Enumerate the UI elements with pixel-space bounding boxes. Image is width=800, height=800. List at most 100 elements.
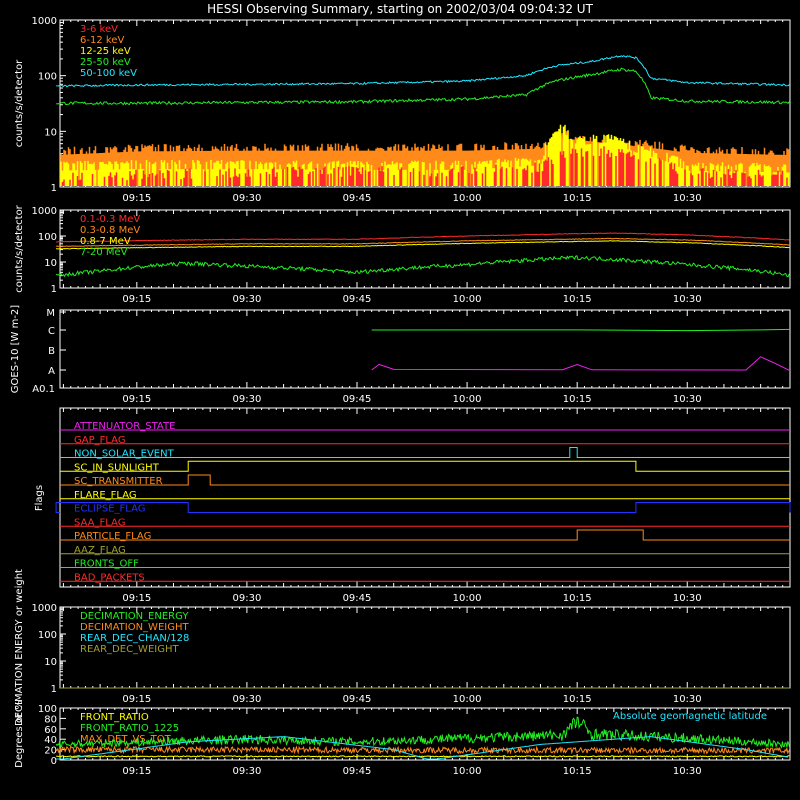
y-tick-label: 1000 — [32, 16, 57, 27]
legend-entry: 3-6 keV — [80, 24, 118, 35]
x-tick-label: 10:30 — [673, 294, 702, 305]
series-50-100kev — [56, 55, 790, 88]
x-tick-label: 09:45 — [343, 694, 372, 705]
series-3-6kev — [61, 146, 788, 186]
x-tick-label: 10:15 — [563, 294, 592, 305]
x-tick-label: 10:15 — [563, 766, 592, 777]
panel-lightcurves_high: 09:15 09:30 09:45 10:00 10:15 10:30 1 10 100 1000… — [14, 204, 791, 305]
panel-flags: 09:15 09:30 09:45 10:00 10:15 10:30 Flags ATTEN… — [34, 407, 791, 604]
flag-label: FRONTS_OFF — [74, 559, 139, 570]
series-0-3-0-8-mev — [56, 237, 790, 247]
flag-label: NON_SOLAR_EVENT — [74, 449, 175, 460]
y-tick-label: 10 — [44, 657, 57, 668]
legend-entry: 6-12 keV — [80, 35, 124, 46]
panel-frame — [59, 707, 791, 761]
x-tick-label: 09:30 — [232, 294, 261, 305]
x-tick-label: 10:30 — [673, 593, 702, 604]
flag-label: SC_IN_SUNLIGHT — [74, 462, 160, 473]
flag-label: ECLIPSE_FLAG — [74, 504, 145, 515]
legend-entry: 7-20 MeV — [80, 247, 128, 258]
x-tick-label: 09:45 — [343, 294, 372, 305]
x-tick-label: 10:30 — [673, 694, 702, 705]
panel-frame — [59, 209, 791, 289]
y-tick-label: 40 — [44, 735, 57, 746]
flag-label: GAP_FLAG — [74, 435, 126, 446]
x-tick-label: 09:15 — [122, 694, 151, 705]
x-tick-label: 09:15 — [122, 394, 151, 405]
legend-entry: 12-25 keV — [80, 46, 131, 57]
legend-entry: REAR_DEC_CHAN/128 — [80, 633, 189, 644]
panel-frame — [59, 407, 791, 588]
legend-entry: 0.1-0.3 MeV — [80, 214, 140, 225]
y-tick-label: 20 — [44, 746, 57, 757]
y-tick-label: 10 — [44, 258, 57, 269]
x-tick-label: 09:30 — [232, 766, 261, 777]
legend-entry: 0.8-7 MeV — [80, 236, 131, 247]
x-tick-label: 10:30 — [673, 394, 702, 405]
y-tick-label: 10 — [44, 127, 57, 138]
flag-label: BAD_PACKETS — [74, 572, 145, 583]
series-goes-long — [371, 328, 791, 332]
x-tick-label: 10:30 — [673, 193, 702, 204]
x-tick-label: 10:00 — [453, 394, 482, 405]
x-tick-label: 10:15 — [563, 593, 592, 604]
flag-trace — [60, 474, 790, 486]
x-tick-label: 09:45 — [343, 394, 372, 405]
y-axis-label: counts/s/detector — [14, 204, 25, 292]
flag-label: SAA_FLAG — [74, 517, 125, 528]
y-tick-label: 100 — [38, 630, 57, 641]
y-tick-label: M — [46, 308, 55, 319]
flag-label: SC_TRANSMITTER — [74, 476, 163, 487]
y-tick-label: A — [48, 366, 55, 377]
series-geomagnetic-latitude — [56, 736, 789, 760]
flag-trace — [60, 447, 790, 458]
legend-entry: 50-100 keV — [80, 68, 137, 79]
legend-entry: 0.3-0.8 MeV — [80, 225, 140, 236]
flag-trace — [60, 460, 790, 472]
x-tick-label: 09:15 — [122, 766, 151, 777]
legend-entry: FRONT_RATIO — [80, 712, 149, 723]
y-tick-label: A0.1 — [32, 384, 55, 395]
legend-entry: REAR_DEC_WEIGHT — [80, 644, 179, 655]
y-tick-label: 60 — [44, 725, 57, 736]
x-tick-label: 09:45 — [343, 593, 372, 604]
legend-entry: MAX_DET_VS_TOT — [80, 734, 172, 745]
x-tick-label: 09:45 — [343, 193, 372, 204]
x-tick-label: 10:15 — [563, 694, 592, 705]
legend-entry: DECIMATION_ENERGY — [80, 611, 189, 622]
x-tick-label: 09:15 — [122, 193, 151, 204]
panel-frame — [59, 309, 791, 389]
y-axis-label: DECIMATION ENERGY or weight — [14, 569, 25, 726]
y-tick-label: 1000 — [32, 603, 57, 614]
x-tick-label: 09:30 — [232, 394, 261, 405]
x-tick-label: 09:30 — [232, 694, 261, 705]
flag-trace — [60, 529, 790, 541]
x-tick-label: 10:00 — [453, 193, 482, 204]
y-axis-label: Degrees or % — [14, 700, 25, 768]
x-tick-label: 10:00 — [453, 766, 482, 777]
x-tick-label: 10:15 — [563, 394, 592, 405]
y-tick-label: 100 — [38, 232, 57, 243]
x-tick-label: 09:15 — [122, 294, 151, 305]
series-goes-short — [371, 356, 791, 372]
y-axis-label: GOES-10 [W m-2] — [10, 305, 21, 393]
x-tick-label: 10:00 — [453, 694, 482, 705]
y-tick-label: 0 — [51, 756, 57, 767]
flag-label: PARTICLE_FLAG — [74, 531, 151, 542]
y-tick-label: 1 — [51, 284, 57, 295]
panel-lightcurves_low: 09:15 09:30 09:45 10:00 10:15 10:30 1 10 100 1000… — [14, 16, 791, 204]
legend-entry: DECIMATION_WEIGHT — [80, 622, 189, 633]
flag-trace — [55, 502, 791, 513]
legend-entry: FRONT_RATIO_1225 — [80, 723, 179, 734]
y-tick-label: 100 — [38, 704, 57, 715]
y-tick-label: 80 — [44, 714, 57, 725]
x-tick-label: 10:30 — [673, 766, 702, 777]
y-axis-label: counts/s/detector — [14, 59, 25, 147]
series-25-50kev — [56, 67, 790, 106]
series-0-8-7-mev — [55, 240, 790, 250]
flag-label: ATTENUATOR_STATE — [74, 421, 175, 432]
y-tick-label: B — [48, 346, 55, 357]
x-tick-label: 10:15 — [563, 193, 592, 204]
